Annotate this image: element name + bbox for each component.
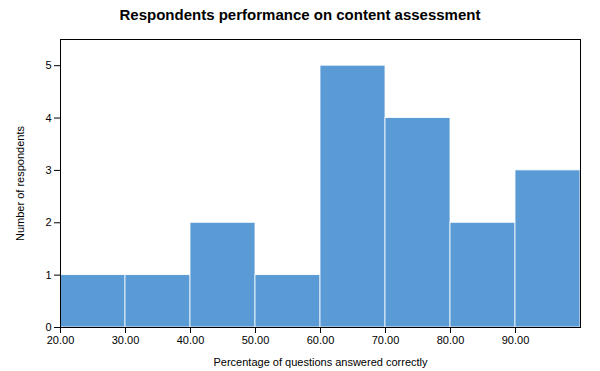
svg-text:60.00: 60.00 bbox=[307, 334, 335, 346]
svg-text:50.00: 50.00 bbox=[242, 334, 270, 346]
svg-text:5: 5 bbox=[45, 59, 51, 71]
svg-text:3: 3 bbox=[45, 164, 51, 176]
svg-text:0: 0 bbox=[45, 321, 51, 333]
svg-text:Number of respondents: Number of respondents bbox=[14, 126, 26, 241]
svg-text:20.00: 20.00 bbox=[47, 334, 75, 346]
svg-text:90.00: 90.00 bbox=[502, 334, 530, 346]
svg-text:Percentage of questions answer: Percentage of questions answered correct… bbox=[213, 356, 428, 368]
svg-text:30.00: 30.00 bbox=[112, 334, 140, 346]
svg-text:4: 4 bbox=[45, 112, 51, 124]
svg-text:80.00: 80.00 bbox=[437, 334, 465, 346]
svg-text:1: 1 bbox=[45, 269, 51, 281]
html-text:Respondents performance on con: Respondents performance on content asses… bbox=[119, 6, 481, 23]
svg-text:40.00: 40.00 bbox=[177, 334, 205, 346]
svg-text:70.00: 70.00 bbox=[372, 334, 400, 346]
svg-text:2: 2 bbox=[45, 216, 51, 228]
